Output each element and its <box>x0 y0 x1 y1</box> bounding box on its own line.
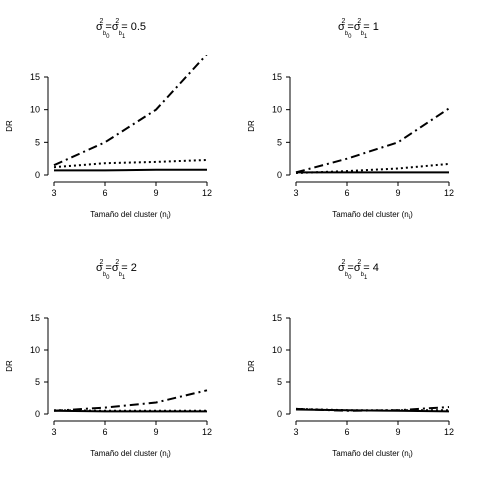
y-axis-label: DR <box>5 120 14 132</box>
x-tick-label: 9 <box>395 188 400 198</box>
y-axis-label: DR <box>247 120 256 132</box>
panel-2: σb02 =σb12 = 1 0 5 10 15 3 6 9 12 DR Tamaño del clus… <box>247 18 454 221</box>
x-tick-label: 9 <box>395 427 400 437</box>
y-tick-label: 5 <box>35 137 40 147</box>
series-dashdot-line <box>53 55 208 167</box>
series-dotted-line <box>53 159 208 169</box>
y-tick-label: 10 <box>272 345 282 355</box>
x-axis-label: Tamaño del cluster (ni) <box>332 449 413 460</box>
x-axis-label: Tamaño del cluster (ni) <box>90 210 171 221</box>
x-tick-label: 3 <box>51 188 56 198</box>
y-tick-label: 10 <box>272 105 282 115</box>
y-tick-label: 5 <box>277 137 282 147</box>
x-axis-label: Tamaño del cluster (ni) <box>90 449 171 460</box>
x-axis-label: Tamaño del cluster (ni) <box>332 210 413 221</box>
series-dotted-line <box>295 162 450 174</box>
x-tick-label: 6 <box>344 188 349 198</box>
y-tick-label: 15 <box>272 313 282 323</box>
x-tick-label: 3 <box>51 427 56 437</box>
x-tick-label: 12 <box>444 427 454 437</box>
x-tick-label: 12 <box>202 188 212 198</box>
y-tick-label: 15 <box>30 72 40 82</box>
series-solid-line <box>54 168 207 172</box>
series-dashdot-line <box>53 389 208 412</box>
y-tick-label: 15 <box>272 72 282 82</box>
y-tick-label: 0 <box>35 409 40 419</box>
y-axis-label: DR <box>5 360 14 372</box>
x-tick-label: 6 <box>102 427 107 437</box>
series-dashdot-line <box>295 406 450 412</box>
panel-title: σb02 =σb12 = 4 <box>338 259 379 281</box>
x-tick-label: 3 <box>293 427 298 437</box>
panel-title: σb02 =σb12 = 0.5 <box>96 18 146 40</box>
y-tick-label: 15 <box>30 313 40 323</box>
x-tick-label: 9 <box>153 188 158 198</box>
panel-title: σb02 =σb12 = 2 <box>96 259 137 281</box>
x-tick-label: 9 <box>153 427 158 437</box>
y-tick-label: 0 <box>277 170 282 180</box>
y-tick-label: 10 <box>30 345 40 355</box>
x-tick-label: 6 <box>102 188 107 198</box>
y-tick-label: 0 <box>277 409 282 419</box>
x-tick-label: 12 <box>202 427 212 437</box>
y-tick-label: 0 <box>35 170 40 180</box>
y-axis-label: DR <box>247 360 256 372</box>
series-dashdot-line <box>295 107 450 174</box>
panel-title: σb02 =σb12 = 1 <box>338 18 379 40</box>
x-tick-label: 6 <box>344 427 349 437</box>
panel-1: σb02 =σb12 = 0.5 0 5 10 15 3 6 9 12 DR Tamaño del cl… <box>5 18 212 221</box>
y-tick-label: 5 <box>277 377 282 387</box>
x-tick-label: 3 <box>293 188 298 198</box>
y-tick-label: 5 <box>35 377 40 387</box>
panel-4: σb02 =σb12 = 4 0 5 10 15 3 6 9 12 DR Tamaño del clus… <box>247 259 454 460</box>
series-dotted-line <box>53 409 207 412</box>
y-tick-label: 10 <box>30 105 40 115</box>
x-tick-label: 12 <box>444 188 454 198</box>
panel-3: σb02 =σb12 = 2 0 5 10 15 3 6 9 12 DR Tamaño del clus… <box>5 259 212 460</box>
